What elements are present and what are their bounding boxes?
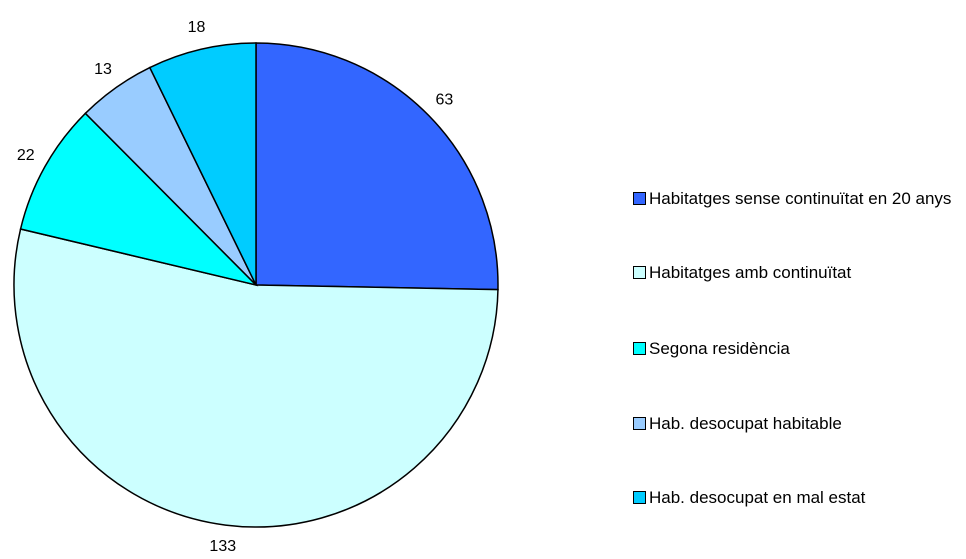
legend-item: Habitatges amb continuïtat — [633, 260, 961, 285]
legend-label: Hab. desocupat habitable — [649, 414, 842, 433]
pie-slice — [13, 228, 499, 528]
pie-slice — [148, 42, 257, 286]
pie-slice — [19, 112, 259, 287]
pie-slice — [255, 42, 499, 291]
legend-item: Hab. desocupat habitable — [633, 411, 961, 436]
legend-item: Hab. desocupat en mal estat — [633, 485, 961, 510]
legend-item: Habitatges sense continuïtat en 20 anys — [633, 186, 961, 211]
pie-area: 63 133 22 13 18 — [13, 19, 499, 555]
legend-swatch — [633, 192, 646, 205]
legend-label: Segona residència — [649, 339, 790, 358]
data-label: 18 — [188, 19, 206, 36]
legend-swatch — [633, 266, 646, 279]
data-label: 63 — [436, 91, 454, 108]
legend-item: Segona residència — [633, 336, 961, 361]
legend-label: Habitatges amb continuïtat — [649, 263, 852, 282]
legend-label: Habitatges sense continuïtat en 20 anys — [649, 189, 952, 208]
data-label: 22 — [17, 147, 35, 164]
legend-swatch — [633, 342, 646, 355]
legend-label: Hab. desocupat en mal estat — [649, 488, 866, 507]
data-label: 13 — [94, 61, 112, 78]
legend-swatch — [633, 491, 646, 504]
legend-swatch — [633, 417, 646, 430]
data-label: 133 — [209, 538, 236, 555]
